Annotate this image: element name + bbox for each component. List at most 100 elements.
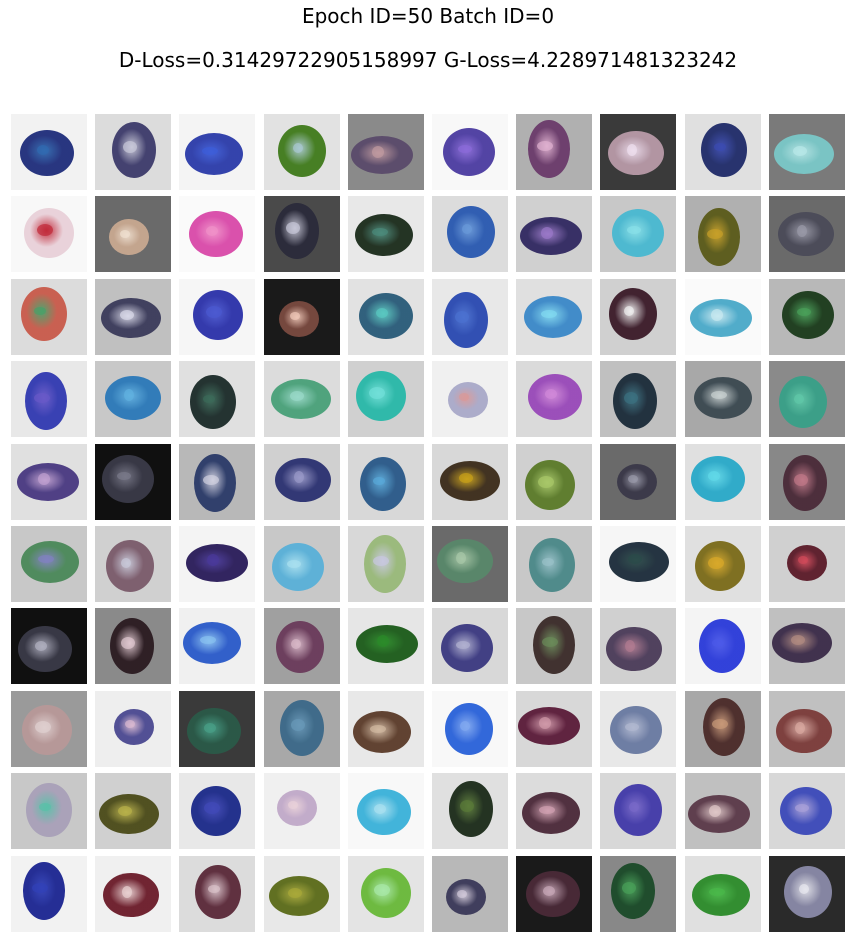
generated-sample-tile: [348, 608, 424, 684]
generated-sample-tile: [769, 444, 845, 520]
generated-sample-tile: [179, 608, 255, 684]
generated-sample-tile: [432, 526, 508, 602]
generated-sample-tile: [264, 608, 340, 684]
generated-sample-tile: [516, 608, 592, 684]
generated-sample-tile: [432, 196, 508, 272]
generated-sample-tile: [11, 444, 87, 520]
generated-sample-tile: [179, 856, 255, 932]
generated-sample-tile: [95, 856, 171, 932]
generated-sample-tile: [95, 279, 171, 355]
generated-sample-tile: [11, 526, 87, 602]
generated-sample-tile: [516, 526, 592, 602]
generated-sample-tile: [769, 114, 845, 190]
generated-sample-tile: [432, 773, 508, 849]
generated-sample-tile: [769, 196, 845, 272]
generated-sample-tile: [600, 361, 676, 437]
generated-sample-tile: [685, 279, 761, 355]
generated-sample-tile: [95, 691, 171, 767]
generated-sample-tile: [95, 196, 171, 272]
figure-title-losses: D-Loss=0.31429722905158997 G-Loss=4.2289…: [118, 48, 738, 72]
generated-sample-tile: [179, 279, 255, 355]
generated-sample-tile: [432, 114, 508, 190]
generated-sample-tile: [600, 114, 676, 190]
generated-sample-tile: [432, 856, 508, 932]
generated-sample-tile: [264, 856, 340, 932]
generated-sample-tile: [11, 361, 87, 437]
generated-sample-tile: [11, 279, 87, 355]
generated-sample-tile: [264, 773, 340, 849]
generated-sample-tile: [95, 773, 171, 849]
generated-sample-tile: [348, 279, 424, 355]
generated-sample-tile: [600, 526, 676, 602]
generated-sample-tile: [685, 361, 761, 437]
generated-sample-tile: [769, 856, 845, 932]
generated-sample-tile: [685, 114, 761, 190]
generated-sample-tile: [600, 279, 676, 355]
generated-sample-tile: [95, 361, 171, 437]
generated-sample-tile: [432, 361, 508, 437]
generated-sample-tile: [600, 856, 676, 932]
generated-sample-tile: [516, 444, 592, 520]
generated-sample-tile: [685, 526, 761, 602]
generated-sample-tile: [11, 114, 87, 190]
generated-sample-tile: [432, 691, 508, 767]
generated-sample-tile: [95, 444, 171, 520]
generated-sample-tile: [11, 608, 87, 684]
generated-sample-tile: [179, 196, 255, 272]
generated-sample-tile: [95, 114, 171, 190]
generated-sample-tile: [769, 608, 845, 684]
generated-sample-tile: [432, 608, 508, 684]
generated-sample-tile: [264, 691, 340, 767]
generated-sample-tile: [95, 608, 171, 684]
generated-sample-tile: [516, 856, 592, 932]
generated-sample-tile: [348, 856, 424, 932]
generated-sample-tile: [264, 114, 340, 190]
generated-sample-tile: [264, 361, 340, 437]
generated-sample-tile: [264, 526, 340, 602]
generated-sample-tile: [179, 114, 255, 190]
generated-sample-tile: [516, 691, 592, 767]
generated-sample-tile: [600, 608, 676, 684]
generated-sample-tile: [432, 444, 508, 520]
generated-sample-tile: [685, 773, 761, 849]
generated-sample-tile: [769, 361, 845, 437]
generated-sample-tile: [348, 114, 424, 190]
generated-sample-tile: [516, 361, 592, 437]
generated-sample-tile: [179, 773, 255, 849]
generated-sample-tile: [95, 526, 171, 602]
generated-sample-tile: [600, 691, 676, 767]
generated-sample-tile: [179, 444, 255, 520]
generated-sample-tile: [516, 773, 592, 849]
generated-sample-tile: [516, 279, 592, 355]
generated-sample-tile: [11, 691, 87, 767]
generated-sample-tile: [11, 856, 87, 932]
generated-sample-tile: [685, 856, 761, 932]
generated-sample-tile: [685, 608, 761, 684]
generated-sample-tile: [769, 279, 845, 355]
generated-sample-tile: [11, 773, 87, 849]
figure-title-epoch: Epoch ID=50 Batch ID=0: [301, 4, 555, 28]
generated-sample-tile: [516, 196, 592, 272]
generated-sample-tile: [348, 691, 424, 767]
generated-sample-tile: [348, 196, 424, 272]
generated-sample-tile: [264, 279, 340, 355]
generated-sample-tile: [516, 114, 592, 190]
generated-sample-tile: [685, 691, 761, 767]
generated-sample-tile: [348, 773, 424, 849]
generated-sample-tile: [348, 361, 424, 437]
generated-sample-tile: [769, 526, 845, 602]
generated-sample-tile: [769, 691, 845, 767]
generated-sample-tile: [685, 196, 761, 272]
generated-sample-tile: [264, 196, 340, 272]
generated-sample-tile: [600, 773, 676, 849]
generated-sample-tile: [348, 526, 424, 602]
generated-sample-tile: [600, 196, 676, 272]
generated-sample-tile: [600, 444, 676, 520]
generated-sample-tile: [179, 526, 255, 602]
generated-sample-tile: [11, 196, 87, 272]
generated-sample-tile: [348, 444, 424, 520]
generated-sample-tile: [264, 444, 340, 520]
generated-sample-tile: [179, 691, 255, 767]
generated-sample-tile: [179, 361, 255, 437]
